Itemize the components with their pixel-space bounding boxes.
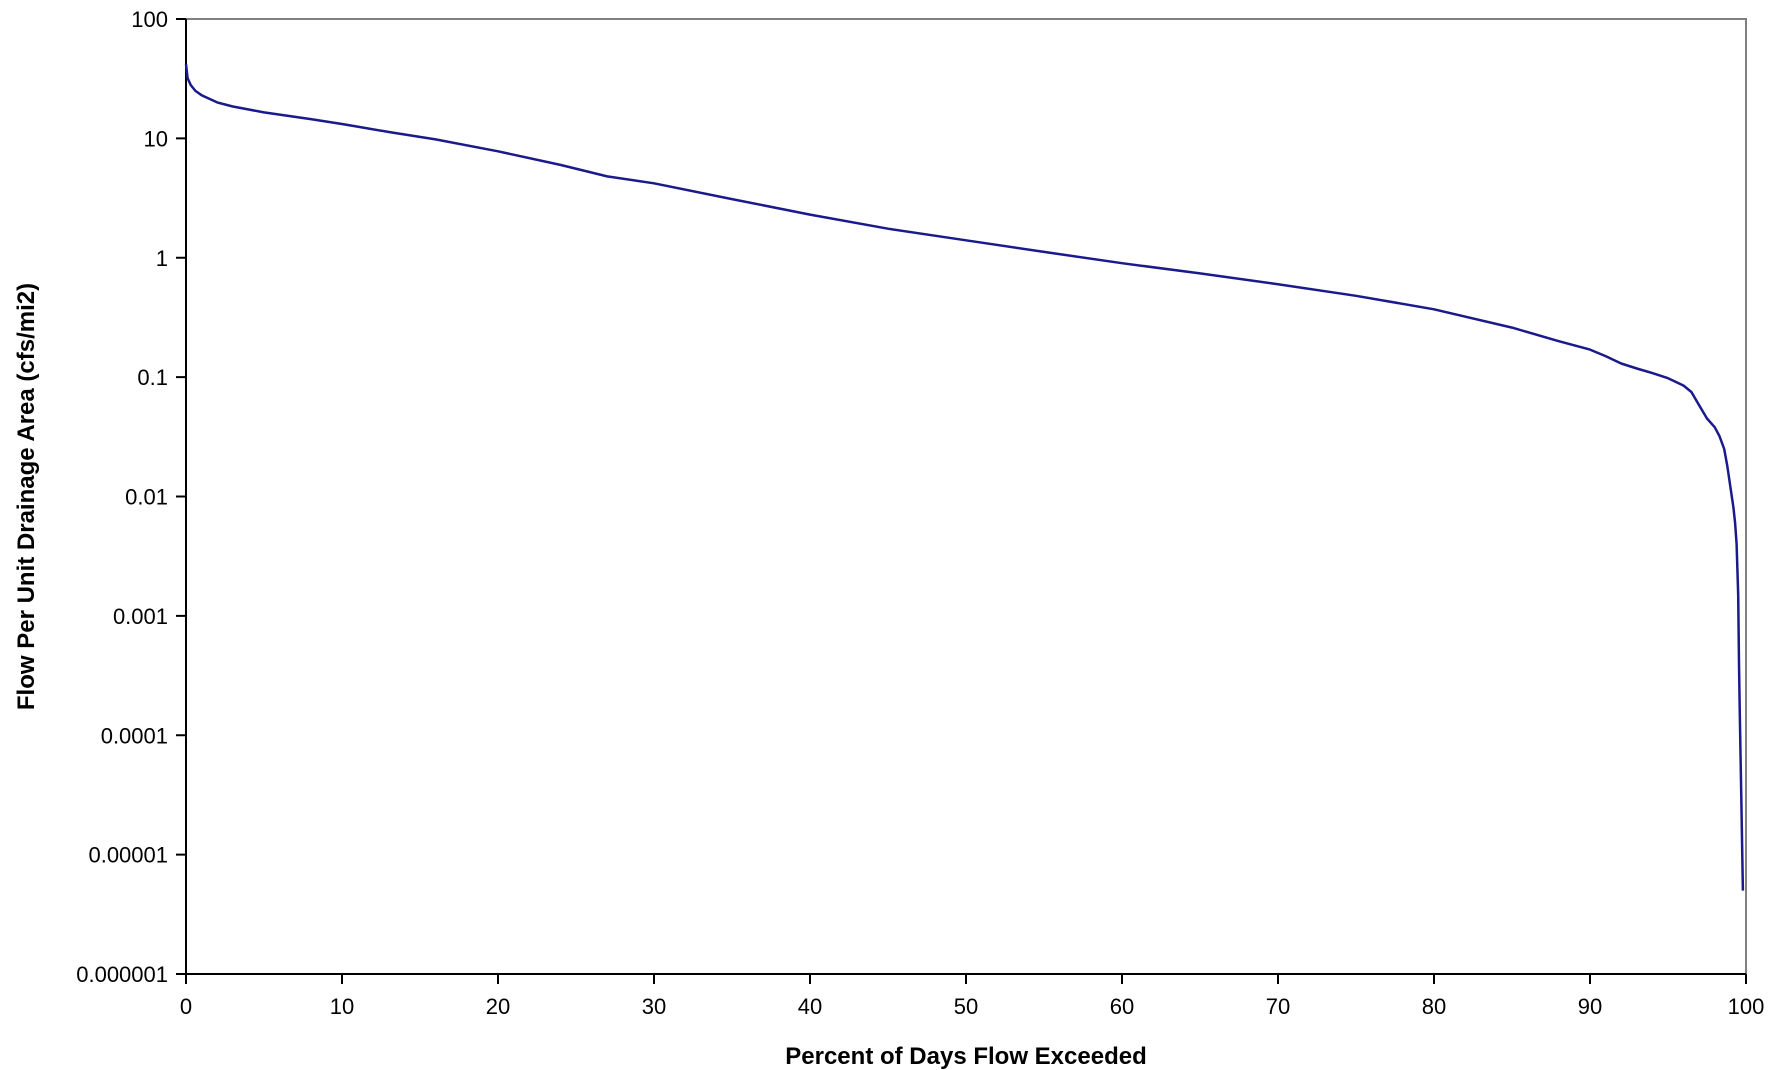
y-tick-label: 0.1 <box>137 365 168 390</box>
y-axis-ticks: 100 10 1 0.1 0.01 0.001 0.0001 0.00001 0.000001 <box>76 7 186 987</box>
y-tick-label: 0.001 <box>113 604 168 629</box>
x-tick-label: 80 <box>1422 994 1446 1019</box>
series-layer <box>184 63 1745 891</box>
y-tick-label: 0.00001 <box>88 843 168 868</box>
x-axis-ticks: 0 10 20 30 40 50 60 70 80 90 100 <box>180 974 1764 1019</box>
y-tick-label: 0.000001 <box>76 962 168 987</box>
x-tick-label: 60 <box>1110 994 1134 1019</box>
x-tick-label: 70 <box>1266 994 1290 1019</box>
x-tick-label: 100 <box>1728 994 1765 1019</box>
y-tick-label: 10 <box>144 126 168 151</box>
series-line-0 <box>184 63 1745 891</box>
y-tick-label: 0.01 <box>125 485 168 510</box>
x-tick-label: 40 <box>798 994 822 1019</box>
x-tick-label: 20 <box>486 994 510 1019</box>
y-tick-label: 1 <box>156 246 168 271</box>
x-tick-label: 10 <box>330 994 354 1019</box>
x-tick-label: 50 <box>954 994 978 1019</box>
x-tick-label: 90 <box>1578 994 1602 1019</box>
x-axis-title: Percent of Days Flow Exceeded <box>785 1043 1146 1070</box>
x-tick-label: 0 <box>180 994 192 1019</box>
y-tick-label: 100 <box>131 7 168 32</box>
plot-area-frame <box>185 18 1747 975</box>
x-tick-label: 30 <box>642 994 666 1019</box>
y-tick-label: 0.0001 <box>101 723 168 748</box>
y-axis-title: Flow Per Unit Drainage Area (cfs/mi2) <box>13 283 40 710</box>
